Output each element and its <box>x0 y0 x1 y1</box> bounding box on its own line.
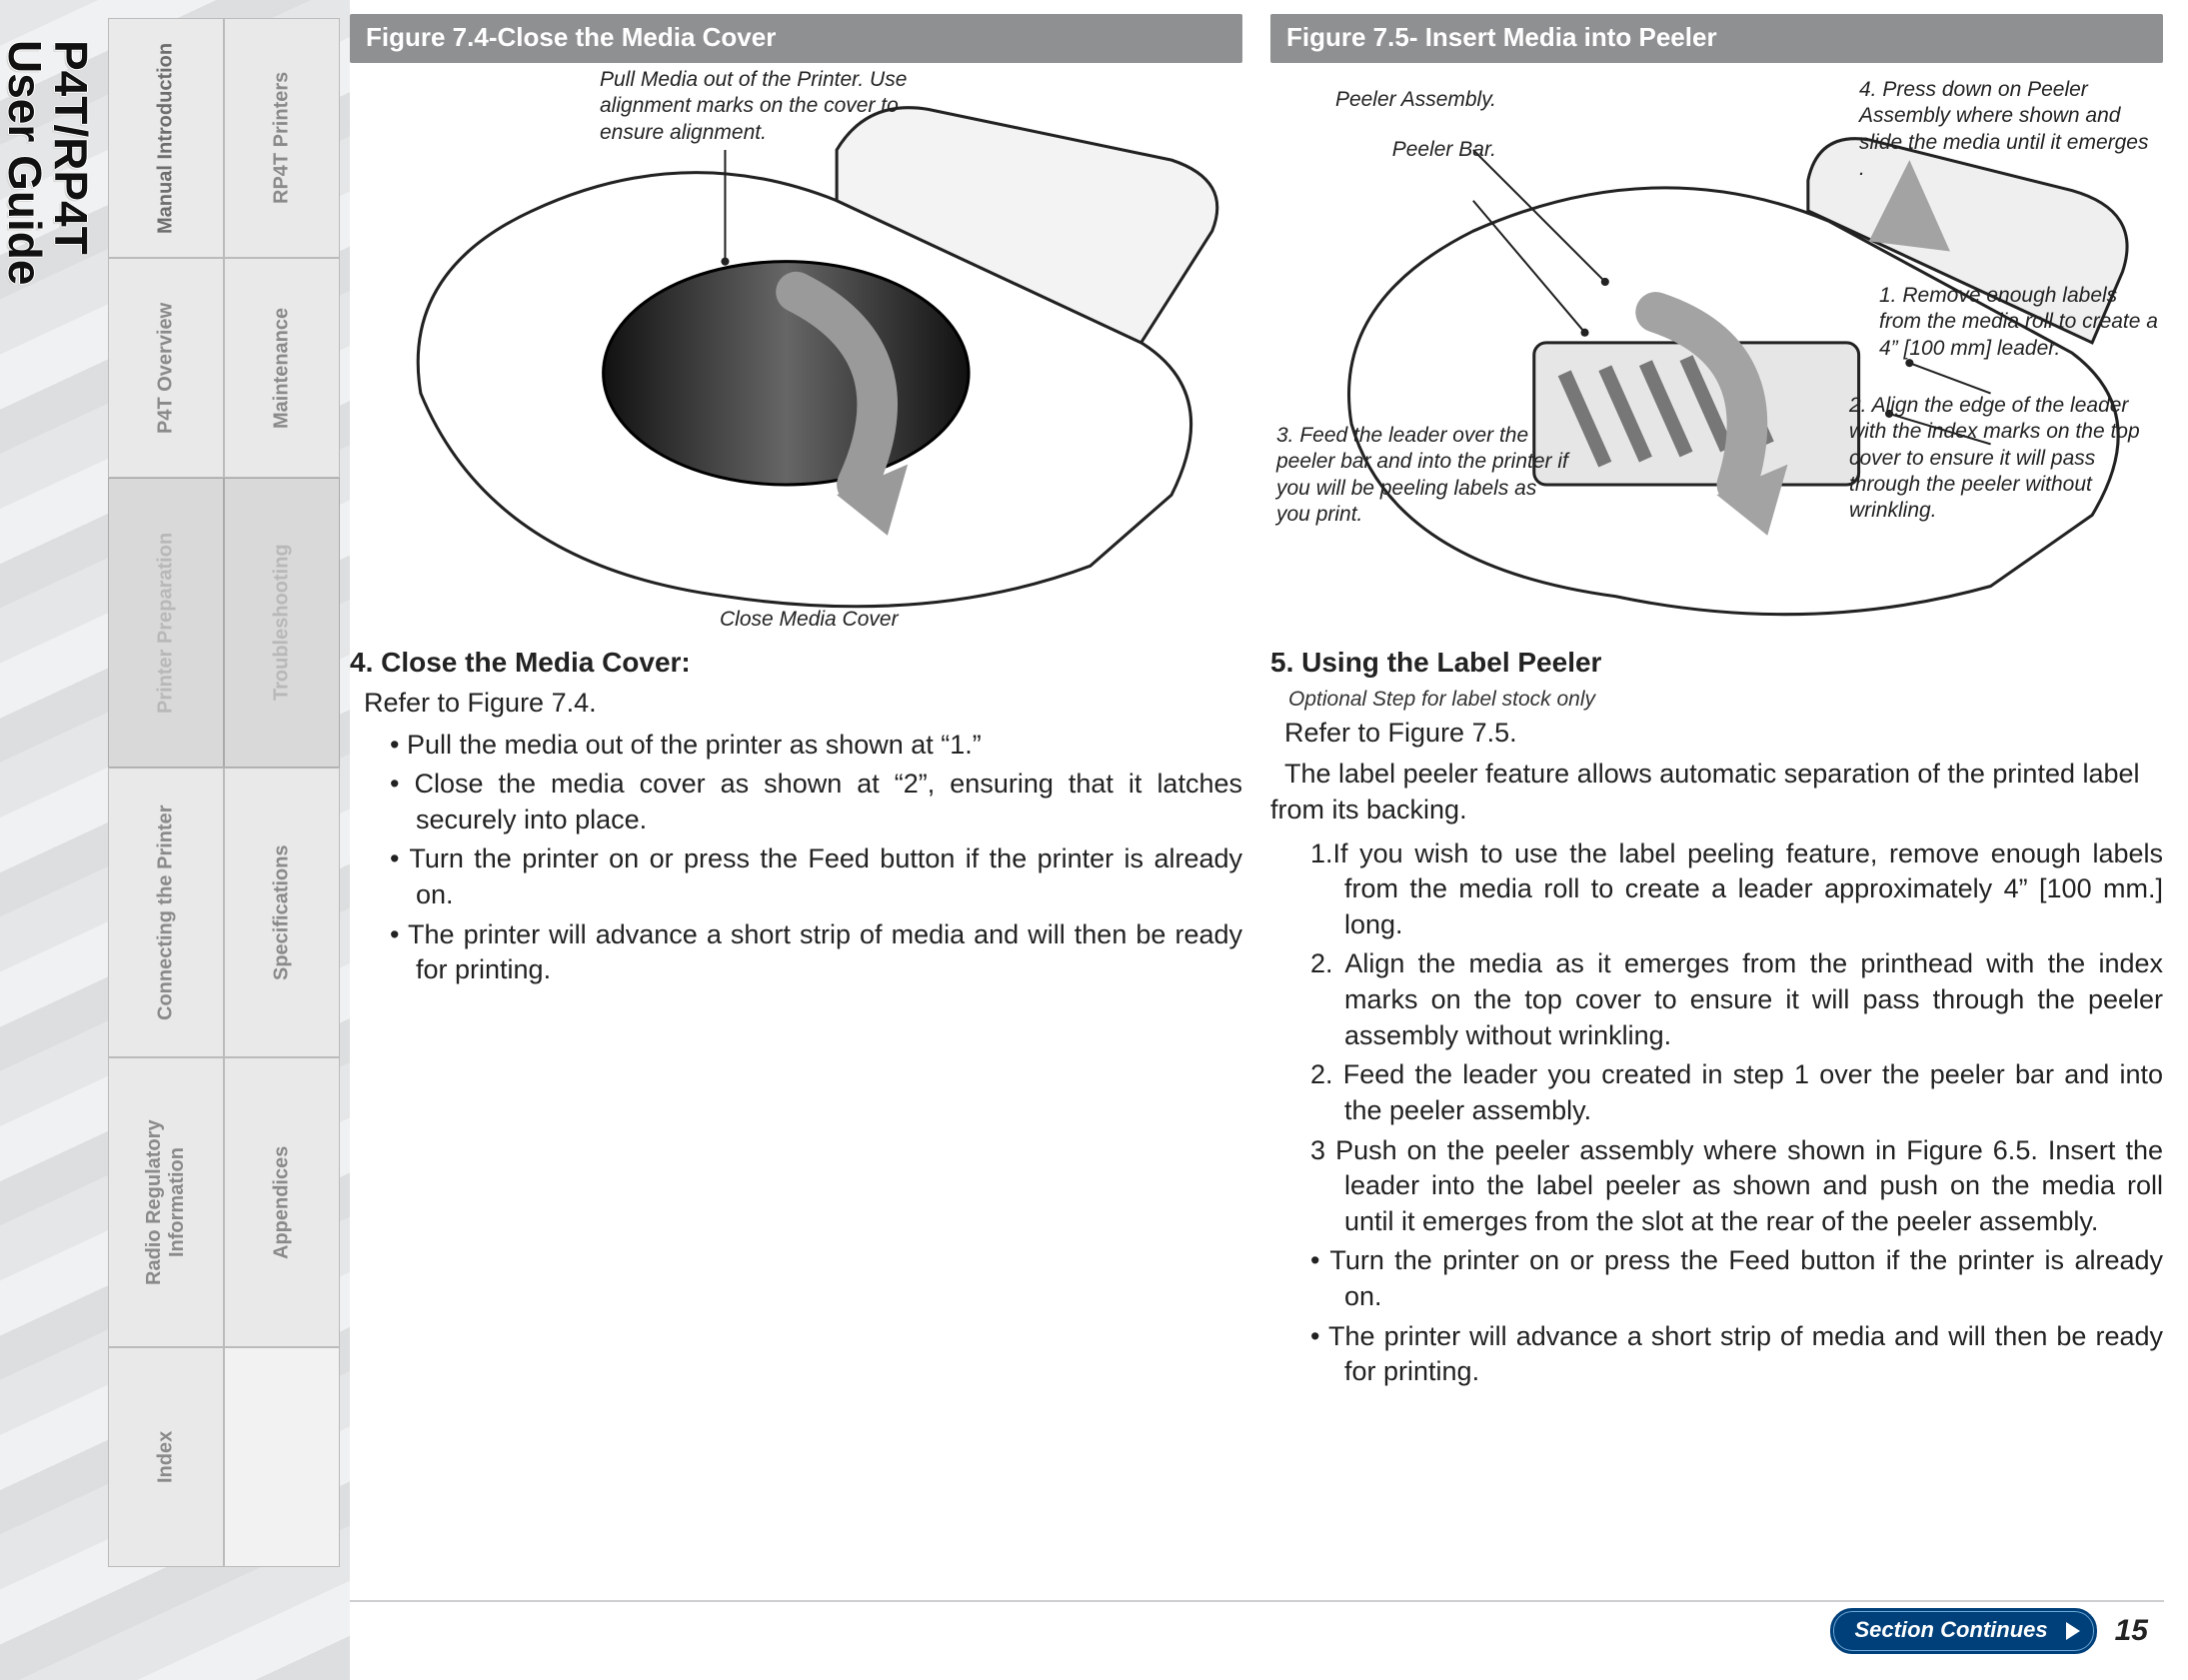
r-i6: • The printer will advance a short strip… <box>1310 1319 2163 1390</box>
figure-7-5-title: Figure 7.5- Insert Media into Peeler <box>1270 14 2163 63</box>
r-i3: 2. Feed the leader you created in step 1… <box>1310 1057 2163 1128</box>
right-lead: The label peeler feature allows automati… <box>1270 757 2163 828</box>
left-b3: Turn the printer on or press the Feed bu… <box>390 841 1242 912</box>
tab-rp4t-printers[interactable]: RP4T Printers <box>224 18 340 258</box>
tab-specifications[interactable]: Specifications <box>224 768 340 1057</box>
spine-line1: P4T/RP4T <box>48 40 94 120</box>
side-tabs: Manual Introduction RP4T Printers P4T Ov… <box>108 18 342 1567</box>
spine-title: P4T/RP4T User Guide <box>14 40 94 460</box>
left-refer: Refer to Figure 7.4. <box>364 686 1242 722</box>
content-area: Figure 7.4-Close the Media Cover <box>350 14 2163 1633</box>
callout-step2: 2. Align the edge of the leader with the… <box>1849 393 2159 524</box>
right-refer: Refer to Figure 7.5. <box>1284 716 2163 752</box>
r-i1: 1.If you wish to use the label peeling f… <box>1310 837 2163 943</box>
section-continues-pill[interactable]: Section Continues <box>1830 1608 2097 1654</box>
left-body: 4. Close the Media Cover: Refer to Figur… <box>350 645 1242 992</box>
left-b2: Close the media cover as shown at “2”, e… <box>390 767 1242 838</box>
callout-step1: 1. Remove enough labels from the media r… <box>1879 283 2159 362</box>
callout-peeler-assembly: Peeler Assembly. <box>1276 87 1496 113</box>
tab-p4t-overview[interactable]: P4T Overview <box>108 258 224 478</box>
page-number: 15 <box>2115 1614 2148 1648</box>
figure-7-5-box: Peeler Assembly. Peeler Bar. 4. Press do… <box>1270 63 2163 633</box>
tab-printer-preparation[interactable]: Printer Preparation <box>108 478 224 768</box>
tab-index[interactable]: Index <box>108 1347 224 1567</box>
callout-step3: 3. Feed the leader over the peeler bar a… <box>1276 423 1576 528</box>
right-items: 1.If you wish to use the label peeling f… <box>1310 837 2163 1390</box>
r-i2: 2. Align the media as it emerges from th… <box>1310 946 2163 1053</box>
left-b1: Pull the media out of the printer as sho… <box>390 728 1242 764</box>
tab-connecting-printer[interactable]: Connecting the Printer <box>108 768 224 1057</box>
r-i5: • Turn the printer on or press the Feed … <box>1310 1243 2163 1314</box>
tab-maintenance[interactable]: Maintenance <box>224 258 340 478</box>
right-body: 5. Using the Label Peeler Optional Step … <box>1270 645 2163 1394</box>
callout-pull-media: Pull Media out of the Printer. Use align… <box>600 67 920 146</box>
right-column: Figure 7.5- Insert Media into Peeler <box>1270 14 2163 1633</box>
left-heading: 4. Close the Media Cover: <box>350 645 1242 682</box>
left-column: Figure 7.4-Close the Media Cover <box>350 14 1242 1633</box>
callout-close-cover: Close Media Cover <box>720 607 940 633</box>
left-bullets: Pull the media out of the printer as sho… <box>390 728 1242 988</box>
tab-troubleshooting[interactable]: Troubleshooting <box>224 478 340 768</box>
callout-peeler-bar: Peeler Bar. <box>1326 137 1496 163</box>
tab-blank <box>224 1347 340 1567</box>
tab-radio-regulatory[interactable]: Radio Regulatory Information <box>108 1057 224 1347</box>
figure-7-4-illustration <box>360 83 1232 623</box>
right-subnote: Optional Step for label stock only <box>1288 686 2163 714</box>
tab-appendices[interactable]: Appendices <box>224 1057 340 1347</box>
spine-line2: User Guide <box>2 40 48 120</box>
footer: Section Continues 15 <box>1830 1608 2149 1654</box>
tab-manual-introduction[interactable]: Manual Introduction <box>108 18 224 258</box>
figure-7-4-box: Pull Media out of the Printer. Use align… <box>350 63 1242 633</box>
r-i4: 3 Push on the peeler assembly where show… <box>1310 1133 2163 1240</box>
figure-7-4-title: Figure 7.4-Close the Media Cover <box>350 14 1242 63</box>
right-heading: 5. Using the Label Peeler <box>1270 645 2163 682</box>
left-b4: The printer will advance a short strip o… <box>390 917 1242 988</box>
callout-step4: 4. Press down on Peeler Assembly where s… <box>1859 77 2159 182</box>
footer-rule <box>350 1600 2164 1602</box>
